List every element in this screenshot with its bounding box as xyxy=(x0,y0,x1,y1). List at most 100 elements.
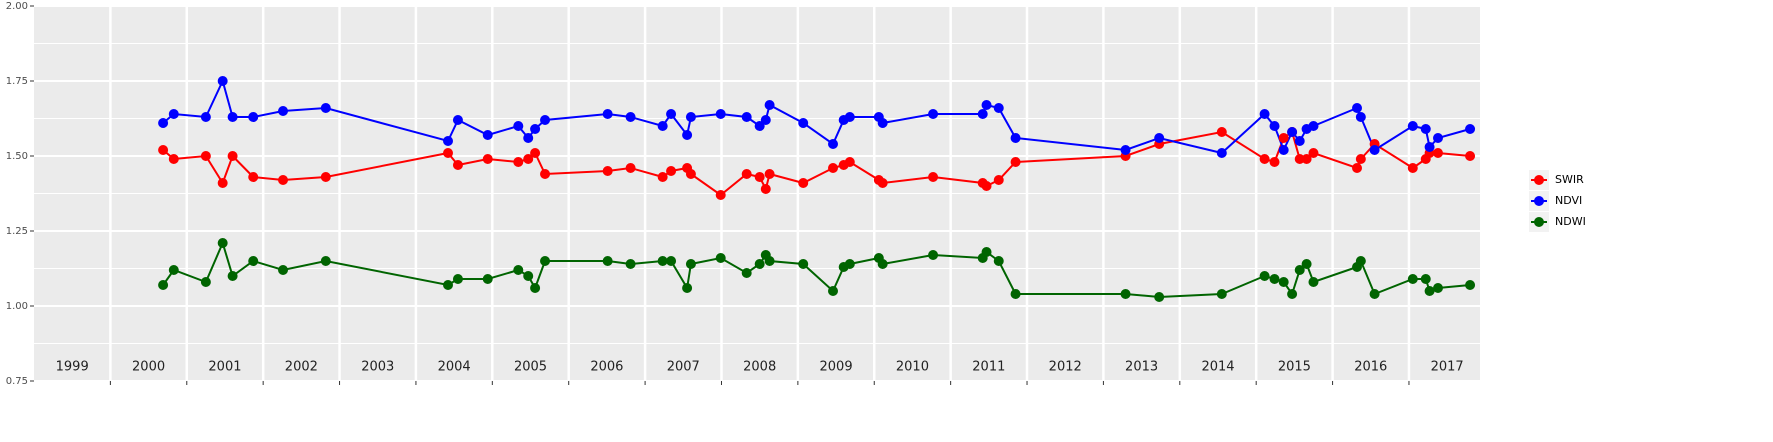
point xyxy=(1154,133,1165,143)
point xyxy=(158,280,169,290)
point xyxy=(278,106,289,116)
point xyxy=(200,112,211,122)
point xyxy=(1216,289,1227,299)
point xyxy=(1465,151,1476,161)
point xyxy=(482,130,493,140)
point xyxy=(1308,277,1319,287)
point xyxy=(168,265,179,275)
legend-label: SWIR xyxy=(1555,173,1584,186)
point xyxy=(523,154,534,164)
point xyxy=(248,112,259,122)
point xyxy=(227,271,238,281)
point xyxy=(715,190,726,200)
point xyxy=(1301,154,1312,164)
point xyxy=(993,103,1004,113)
point xyxy=(513,121,524,131)
point xyxy=(227,112,238,122)
point xyxy=(1352,103,1363,113)
point xyxy=(1420,274,1431,284)
legend-point xyxy=(1534,196,1544,206)
point xyxy=(1407,121,1418,131)
point xyxy=(1420,124,1431,134)
point xyxy=(928,109,939,119)
point xyxy=(513,265,524,275)
point xyxy=(530,124,541,134)
point xyxy=(760,184,771,194)
point xyxy=(1424,286,1435,296)
point xyxy=(602,109,613,119)
point xyxy=(928,172,939,182)
point xyxy=(1010,133,1021,143)
point xyxy=(625,163,636,173)
year-label: 2003 xyxy=(361,360,394,375)
point xyxy=(625,259,636,269)
point xyxy=(513,157,524,167)
point xyxy=(217,76,228,86)
point xyxy=(741,112,752,122)
point xyxy=(1294,265,1305,275)
point xyxy=(1010,157,1021,167)
point xyxy=(452,160,463,170)
point xyxy=(602,256,613,266)
point xyxy=(530,283,541,293)
point xyxy=(1259,154,1270,164)
point xyxy=(320,103,331,113)
point xyxy=(741,169,752,179)
point xyxy=(1424,142,1435,152)
year-label: 2001 xyxy=(208,360,241,375)
point xyxy=(1269,121,1280,131)
point xyxy=(828,163,839,173)
point xyxy=(928,250,939,260)
point xyxy=(754,172,765,182)
point xyxy=(523,271,534,281)
point xyxy=(1369,145,1380,155)
point xyxy=(482,274,493,284)
year-label: 2007 xyxy=(667,360,700,375)
point xyxy=(877,259,888,269)
year-label: 2000 xyxy=(132,360,165,375)
point xyxy=(657,256,668,266)
point xyxy=(715,253,726,263)
point xyxy=(685,169,696,179)
point xyxy=(1294,154,1305,164)
point xyxy=(217,178,228,188)
year-label: 2014 xyxy=(1201,360,1234,375)
y-tick-label: 1.50 xyxy=(6,151,28,162)
point xyxy=(278,265,289,275)
point xyxy=(443,280,454,290)
legend-point xyxy=(1534,175,1544,185)
point xyxy=(685,112,696,122)
point xyxy=(981,100,992,110)
point xyxy=(1278,145,1289,155)
legend-point xyxy=(1534,217,1544,227)
legend-label: NDWI xyxy=(1555,215,1586,228)
point xyxy=(657,172,668,182)
point xyxy=(754,121,765,131)
legend-label: NDVI xyxy=(1555,194,1582,207)
point xyxy=(278,175,289,185)
point xyxy=(715,109,726,119)
point xyxy=(625,112,636,122)
point xyxy=(1407,274,1418,284)
point xyxy=(320,172,331,182)
point xyxy=(798,118,809,128)
point xyxy=(1355,154,1366,164)
point xyxy=(682,283,693,293)
point xyxy=(993,175,1004,185)
point xyxy=(320,256,331,266)
y-tick-label: 1.00 xyxy=(6,301,28,312)
point xyxy=(1259,271,1270,281)
point xyxy=(754,259,765,269)
point xyxy=(1120,145,1131,155)
point xyxy=(1269,274,1280,284)
point xyxy=(981,247,992,257)
point xyxy=(764,169,775,179)
point xyxy=(877,178,888,188)
point xyxy=(602,166,613,176)
point xyxy=(741,268,752,278)
year-label: 2004 xyxy=(438,360,471,375)
point xyxy=(452,115,463,125)
year-label: 2011 xyxy=(972,360,1005,375)
point xyxy=(657,121,668,131)
